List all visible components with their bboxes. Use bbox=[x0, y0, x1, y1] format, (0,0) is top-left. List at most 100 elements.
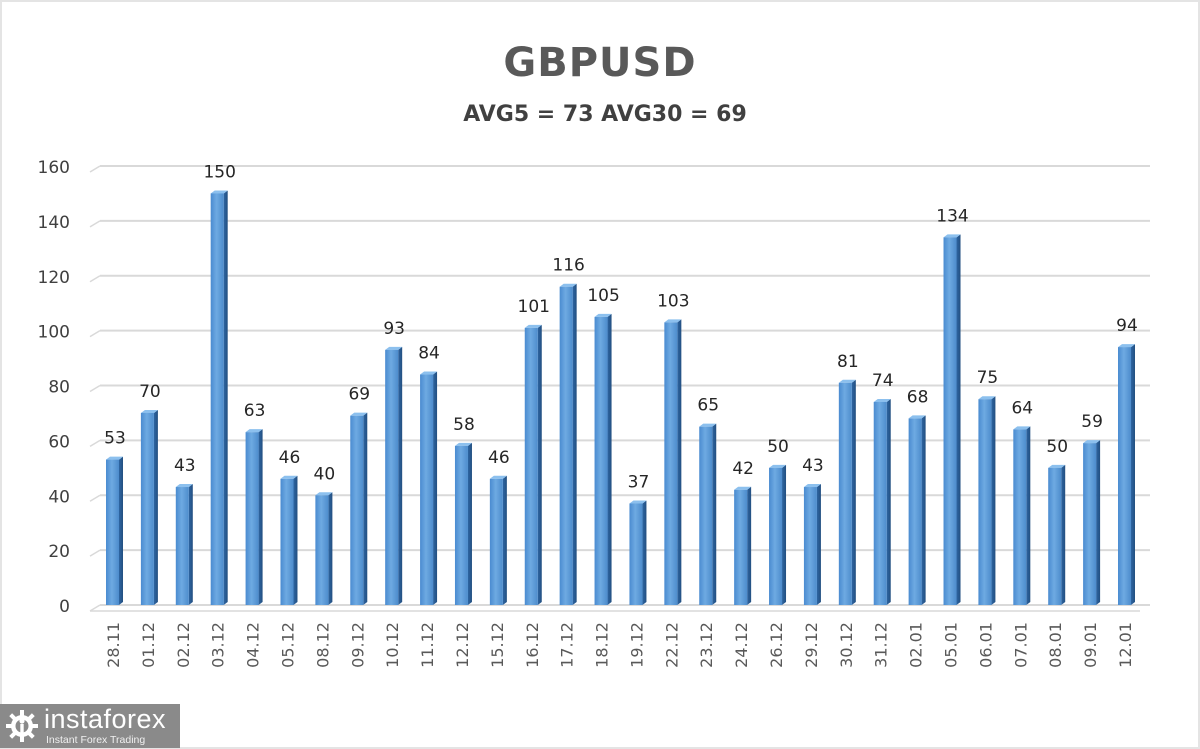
x-tick-label: 16.12 bbox=[523, 622, 542, 668]
bar-front bbox=[1048, 467, 1062, 605]
bar-value-label: 46 bbox=[488, 448, 510, 468]
y-tick-label: 100 bbox=[38, 323, 70, 343]
bar-side bbox=[119, 456, 123, 605]
x-tick-label: 29.12 bbox=[802, 622, 821, 668]
x-tick-label: 02.01 bbox=[907, 622, 926, 668]
y-tick-label: 80 bbox=[48, 378, 70, 398]
bar: 103 bbox=[657, 291, 690, 605]
bar: 53 bbox=[104, 429, 126, 605]
x-tick-label: 30.12 bbox=[837, 622, 856, 668]
bar-value-label: 70 bbox=[139, 382, 161, 402]
bar-value-label: 64 bbox=[1011, 398, 1033, 418]
bar-value-label: 81 bbox=[837, 352, 859, 372]
y-axis-labels: 0 20 40 60 80 100 120 140 160 bbox=[38, 158, 70, 617]
bar-value-label: 46 bbox=[279, 448, 301, 468]
bar-side bbox=[886, 398, 891, 605]
bar: 64 bbox=[1011, 398, 1033, 605]
bar-top bbox=[385, 346, 403, 350]
x-tick-label: 26.12 bbox=[767, 622, 786, 668]
bar-top bbox=[873, 398, 891, 402]
gridline-depth bbox=[89, 275, 101, 283]
bar: 63 bbox=[244, 401, 265, 605]
x-tick-label: 07.01 bbox=[1011, 622, 1030, 668]
bar-value-label: 69 bbox=[348, 385, 370, 405]
y-tick-label: 140 bbox=[38, 213, 70, 233]
chart-title: GBPUSD bbox=[503, 40, 697, 86]
bar-value-label: 42 bbox=[732, 459, 754, 479]
bar: 59 bbox=[1081, 412, 1103, 605]
gridline-depth bbox=[89, 549, 101, 557]
bar-value-label: 74 bbox=[872, 371, 894, 391]
bar: 65 bbox=[697, 396, 719, 605]
bar-top bbox=[978, 396, 996, 400]
bar-value-label: 53 bbox=[104, 429, 126, 449]
y-tick-label: 40 bbox=[48, 487, 70, 507]
x-tick-label: 22.12 bbox=[662, 622, 681, 668]
x-tick-label: 08.12 bbox=[313, 622, 332, 668]
bar-side bbox=[677, 319, 682, 605]
bar-top bbox=[245, 429, 263, 433]
gear-person-icon bbox=[6, 710, 38, 742]
bar: 68 bbox=[907, 387, 929, 605]
bar-side bbox=[363, 412, 368, 605]
chart-subtitle: AVG5 = 73 AVG30 = 69 bbox=[463, 102, 747, 127]
brand-tagline: Instant Forex Trading bbox=[46, 734, 146, 746]
bar-front bbox=[315, 495, 329, 605]
gridlines bbox=[89, 165, 1150, 612]
bar-value-label: 75 bbox=[977, 368, 999, 388]
bar-front bbox=[873, 401, 887, 605]
bar-value-label: 58 bbox=[453, 415, 475, 435]
bar-top bbox=[559, 283, 577, 287]
bar-front bbox=[385, 349, 399, 605]
x-tick-label: 12.12 bbox=[453, 622, 472, 668]
bar-value-label: 65 bbox=[697, 396, 719, 416]
bar-value-label: 43 bbox=[174, 456, 196, 476]
bar-side bbox=[816, 484, 821, 605]
bar-front bbox=[1013, 429, 1027, 605]
bar-value-label: 103 bbox=[657, 291, 689, 311]
bar-side bbox=[991, 396, 996, 605]
bar-front bbox=[629, 503, 643, 605]
bar-value-label: 37 bbox=[628, 472, 650, 492]
bar-value-label: 40 bbox=[314, 464, 336, 484]
bar-value-label: 105 bbox=[587, 286, 619, 306]
bar-top bbox=[524, 324, 542, 328]
bar-top bbox=[106, 456, 123, 460]
bar: 69 bbox=[348, 385, 370, 605]
bar-side bbox=[328, 492, 333, 605]
bar-side bbox=[572, 283, 577, 605]
bar-top bbox=[664, 319, 682, 323]
brand-name: instaforex bbox=[44, 704, 167, 734]
bar-side bbox=[1061, 464, 1066, 605]
bar-top bbox=[315, 492, 333, 496]
x-tick-label: 03.12 bbox=[209, 622, 228, 668]
bar: 134 bbox=[936, 206, 969, 605]
bar-value-label: 50 bbox=[1046, 437, 1068, 457]
bar-top bbox=[454, 442, 472, 446]
bar-value-label: 93 bbox=[383, 319, 405, 339]
bar-value-label: 43 bbox=[802, 456, 824, 476]
bar-front bbox=[594, 316, 608, 605]
bar-top bbox=[280, 475, 298, 479]
bar-top bbox=[769, 464, 787, 468]
x-tick-label: 28.11 bbox=[104, 622, 123, 668]
x-tick-label: 10.12 bbox=[383, 622, 402, 668]
bar-front bbox=[943, 237, 957, 605]
bar: 50 bbox=[1046, 437, 1068, 605]
gridline-depth bbox=[89, 220, 101, 228]
bar-front bbox=[175, 487, 189, 605]
bar-value-label: 68 bbox=[907, 387, 929, 407]
x-tick-label: 08.01 bbox=[1046, 622, 1065, 668]
bar-front bbox=[420, 374, 434, 605]
bar-value-label: 134 bbox=[936, 206, 968, 226]
bar: 116 bbox=[552, 256, 585, 605]
bar-side bbox=[747, 486, 752, 605]
bar-front bbox=[769, 467, 783, 605]
bar: 74 bbox=[872, 371, 894, 605]
gridline-depth bbox=[89, 329, 101, 338]
bar-value-label: 94 bbox=[1116, 316, 1138, 336]
y-tick-label: 0 bbox=[59, 597, 70, 617]
bar-top bbox=[1118, 344, 1135, 348]
x-tick-label: 31.12 bbox=[872, 622, 891, 668]
bar-front bbox=[524, 327, 538, 605]
